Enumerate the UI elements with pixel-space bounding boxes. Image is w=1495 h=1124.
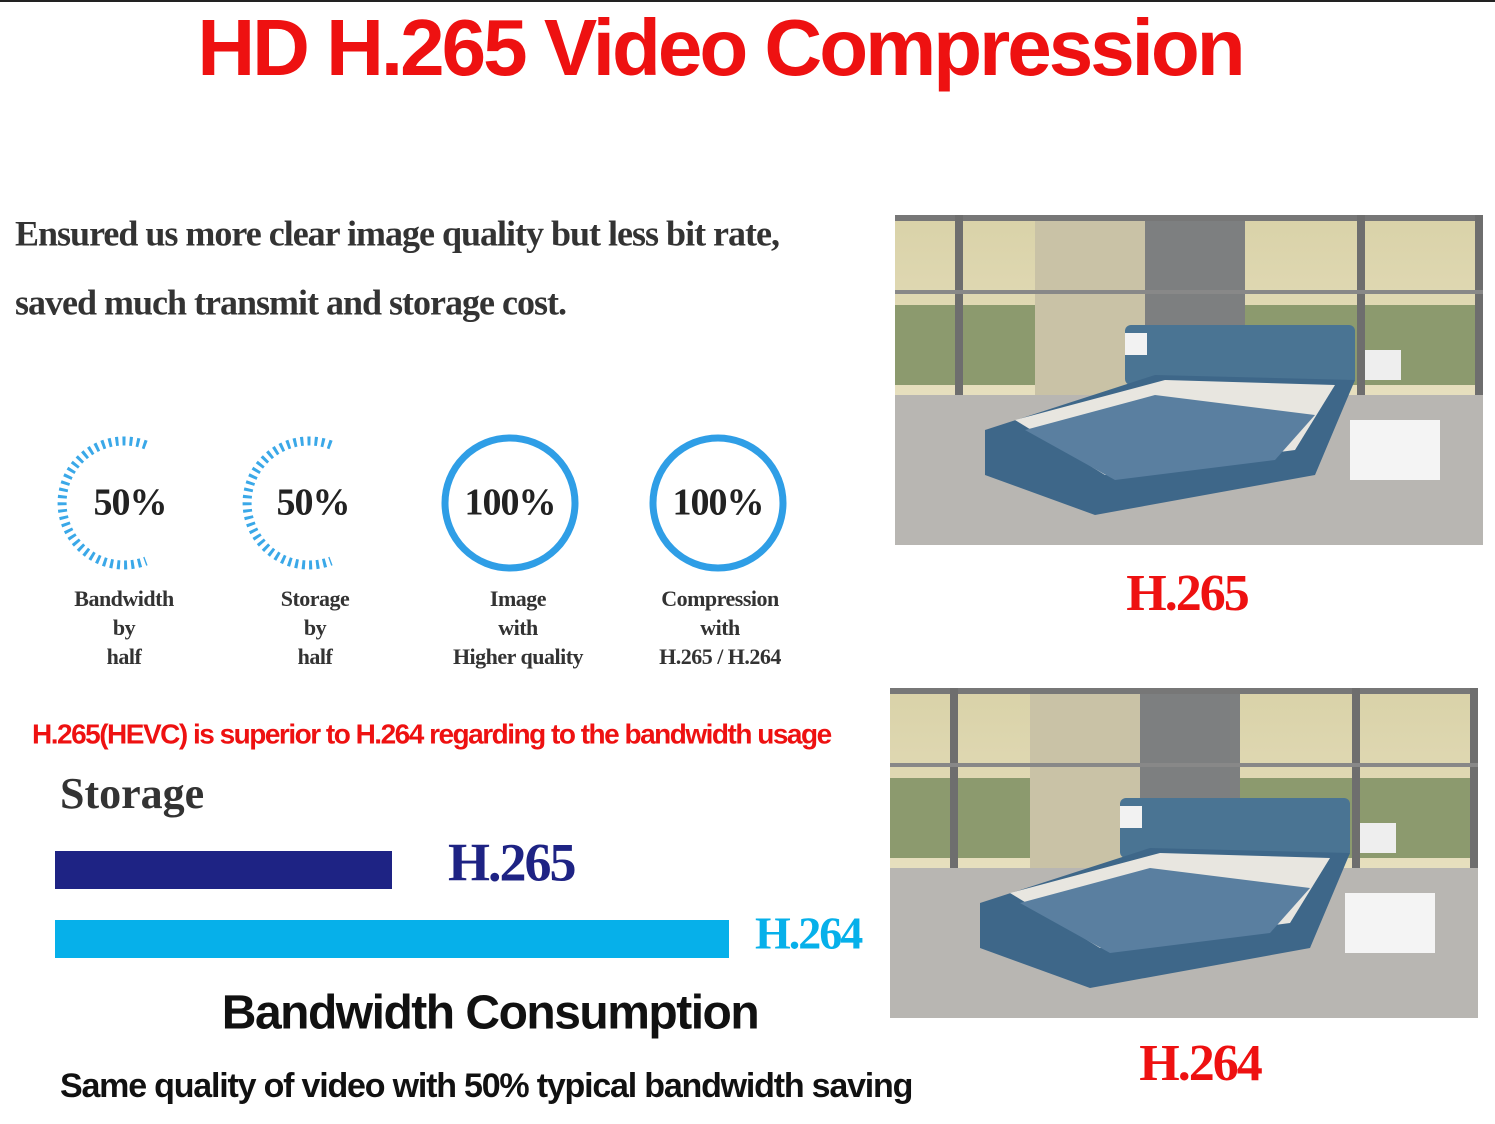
storage-bar (55, 851, 392, 889)
ring (57, 436, 148, 570)
stat-label: by (304, 615, 327, 640)
photo-caption: H.265 (1126, 565, 1248, 622)
bar-label: H.264 (755, 908, 863, 959)
ring (649, 434, 787, 572)
photo (895, 215, 1483, 545)
stat-label: H.265 / H.264 (659, 644, 781, 669)
stat-value: 100% (673, 482, 764, 524)
bar-label: H.265 (448, 832, 576, 892)
stat-label: with (498, 615, 538, 640)
stat-value: 50% (94, 482, 167, 524)
stat-label: half (298, 644, 334, 669)
title: HD H.265 Video Compression (197, 3, 1242, 92)
stat-label: Bandwidth (74, 586, 174, 611)
stat-label: Storage (281, 586, 350, 611)
intro-line: saved much transmit and storage cost. (15, 282, 566, 322)
note: H.265(HEVC) is superior to H.264 regardi… (32, 718, 832, 749)
bandwidth-title: Bandwidth Consumption (222, 987, 758, 1040)
stat-label: half (107, 644, 143, 669)
footer: Same quality of video with 50% typical b… (60, 1067, 912, 1105)
photo (890, 688, 1478, 1018)
stat-label: Higher quality (453, 644, 584, 669)
ring (242, 436, 333, 570)
intro-line: Ensured us more clear image quality but … (15, 213, 779, 253)
stat-value: 100% (465, 482, 556, 524)
stat-label: with (700, 615, 740, 640)
photo-caption: H.264 (1139, 1035, 1262, 1092)
storage-title: Storage (60, 769, 204, 818)
stat-label: by (113, 615, 136, 640)
ring (441, 434, 579, 572)
storage-bar (55, 920, 729, 958)
stat-label: Image (490, 586, 547, 611)
top-rule (0, 0, 1495, 2)
stat-value: 50% (277, 482, 350, 524)
stat-label: Compression (661, 586, 779, 611)
